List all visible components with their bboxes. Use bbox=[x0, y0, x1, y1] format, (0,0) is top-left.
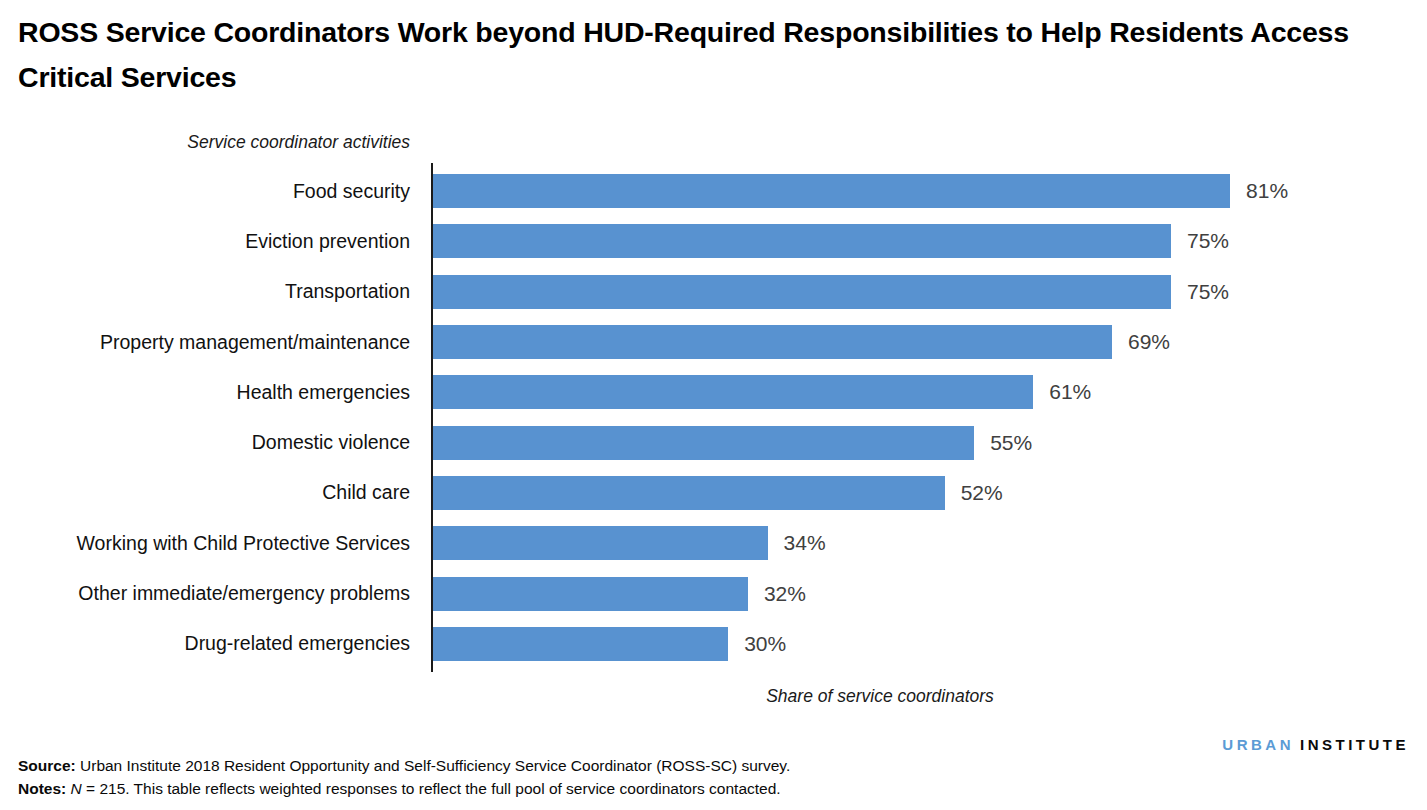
bar-area: 81% bbox=[433, 174, 1417, 208]
bar-area: 75% bbox=[433, 224, 1417, 258]
value-label: 34% bbox=[784, 531, 826, 555]
bar bbox=[433, 325, 1112, 359]
chart-title: ROSS Service Coordinators Work beyond HU… bbox=[18, 10, 1408, 100]
notes-text: = 215. This table reflects weighted resp… bbox=[82, 780, 781, 797]
x-axis-title-wrap: Share of service coordinators bbox=[433, 686, 1327, 707]
source-text: Urban Institute 2018 Resident Opportunit… bbox=[76, 757, 790, 774]
footnotes: Source: Urban Institute 2018 Resident Op… bbox=[18, 755, 790, 800]
bar-area: 32% bbox=[433, 577, 1417, 611]
bar-area: 52% bbox=[433, 476, 1417, 510]
value-label: 75% bbox=[1187, 229, 1229, 253]
bar-row: Other immediate/emergency problems 32% bbox=[433, 568, 1427, 618]
chart-figure: ROSS Service Coordinators Work beyond HU… bbox=[0, 0, 1427, 810]
bar-row: Child care 52% bbox=[433, 468, 1427, 518]
value-label: 32% bbox=[764, 582, 806, 606]
source-line: Source: Urban Institute 2018 Resident Op… bbox=[18, 755, 790, 778]
bar-area: 34% bbox=[433, 526, 1417, 560]
x-axis-title: Share of service coordinators bbox=[766, 686, 994, 706]
bar-row: Eviction prevention 75% bbox=[433, 216, 1427, 266]
bar bbox=[433, 426, 974, 460]
value-label: 61% bbox=[1049, 380, 1091, 404]
category-label: Child care bbox=[0, 481, 410, 504]
bar-row: Food security 81% bbox=[433, 166, 1427, 216]
bar bbox=[433, 627, 728, 661]
bar-row: Health emergencies 61% bbox=[433, 367, 1427, 417]
category-label: Working with Child Protective Services bbox=[0, 532, 410, 555]
bar-area: 75% bbox=[433, 275, 1417, 309]
bar-row: Working with Child Protective Services 3… bbox=[433, 518, 1427, 568]
value-label: 81% bbox=[1246, 179, 1288, 203]
category-label: Eviction prevention bbox=[0, 230, 410, 253]
bar-area: 55% bbox=[433, 426, 1417, 460]
bar bbox=[433, 174, 1230, 208]
category-label: Property management/maintenance bbox=[0, 331, 410, 354]
bar bbox=[433, 275, 1171, 309]
value-label: 69% bbox=[1128, 330, 1170, 354]
bar-row: Drug-related emergencies 30% bbox=[433, 619, 1427, 669]
category-label: Food security bbox=[0, 180, 410, 203]
source-label: Source: bbox=[18, 757, 76, 774]
bar-chart-plot: Food security 81% Eviction prevention 75… bbox=[0, 163, 1427, 672]
notes-line: Notes: N = 215. This table reflects weig… bbox=[18, 778, 790, 801]
value-label: 55% bbox=[990, 431, 1032, 455]
value-label: 52% bbox=[961, 481, 1003, 505]
value-label: 30% bbox=[744, 632, 786, 656]
bar-area: 30% bbox=[433, 627, 1417, 661]
bar-area: 61% bbox=[433, 375, 1417, 409]
category-label: Other immediate/emergency problems bbox=[0, 582, 410, 605]
urban-institute-logo: URBAN INSTITUTE bbox=[1222, 736, 1409, 753]
chart-rows: Food security 81% Eviction prevention 75… bbox=[431, 163, 1427, 672]
bar bbox=[433, 375, 1033, 409]
logo-urban-text: URBAN bbox=[1222, 736, 1294, 753]
bar bbox=[433, 577, 748, 611]
notes-label: Notes: bbox=[18, 780, 66, 797]
logo-institute-text: INSTITUTE bbox=[1300, 736, 1409, 753]
category-label: Health emergencies bbox=[0, 381, 410, 404]
notes-n: N bbox=[71, 780, 82, 797]
bar bbox=[433, 224, 1171, 258]
category-label: Transportation bbox=[0, 280, 410, 303]
category-label: Domestic violence bbox=[0, 431, 410, 454]
y-axis-title: Service coordinator activities bbox=[0, 132, 410, 153]
bar bbox=[433, 526, 768, 560]
bar-row: Transportation 75% bbox=[433, 267, 1427, 317]
bar-row: Domestic violence 55% bbox=[433, 417, 1427, 467]
value-label: 75% bbox=[1187, 280, 1229, 304]
bar bbox=[433, 476, 945, 510]
category-label: Drug-related emergencies bbox=[0, 632, 410, 655]
bar-area: 69% bbox=[433, 325, 1417, 359]
bar-row: Property management/maintenance 69% bbox=[433, 317, 1427, 367]
